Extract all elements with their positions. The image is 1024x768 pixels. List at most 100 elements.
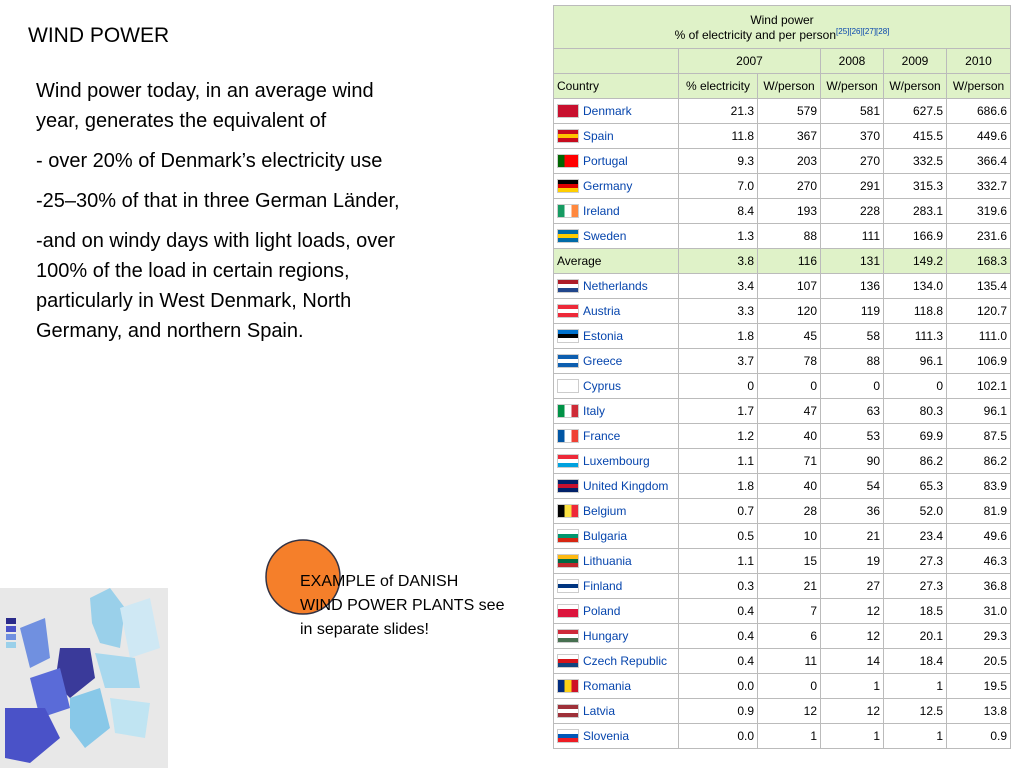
value-cell: 106.9 [946, 348, 1011, 374]
value: 203 [796, 154, 817, 168]
value: 332.7 [976, 179, 1007, 193]
value-cell: 119 [820, 298, 884, 324]
data-row: Estonia 1.8 45 58 111.3 111.0 [553, 323, 1011, 349]
value-cell: 88 [820, 348, 884, 374]
value-cell: 47 [757, 398, 821, 424]
value: 36.8 [983, 579, 1007, 593]
country-name: Hungary [583, 628, 629, 643]
value-cell: 12 [757, 698, 821, 724]
value-cell: 0.4 [678, 623, 758, 649]
data-row: Czech Republic 0.4 11 14 18.4 20.5 [553, 648, 1011, 674]
value: 111.0 [978, 329, 1007, 343]
value: 88 [803, 229, 817, 243]
country-cell: Ireland [553, 198, 679, 224]
europe-map [0, 588, 168, 768]
value: 0.4 [737, 604, 754, 618]
country-name: Denmark [583, 103, 632, 118]
value: 0 [873, 379, 880, 393]
value-cell: 111.3 [883, 323, 947, 349]
country-name: Poland [583, 603, 621, 618]
value: 6 [810, 629, 817, 643]
value: 36 [866, 504, 880, 518]
value: 627.5 [912, 104, 943, 118]
flag [557, 704, 579, 719]
value-cell: 166.9 [883, 223, 947, 249]
value-cell: 319.6 [946, 198, 1011, 224]
value: 1.8 [737, 479, 754, 493]
value: 0 [747, 379, 754, 393]
value-cell: 12 [820, 598, 884, 624]
value-cell: 40 [757, 473, 821, 499]
value-cell: 1.3 [678, 223, 758, 249]
value-cell: 31.0 [946, 598, 1011, 624]
country-cell: Romania [553, 673, 679, 699]
value: 11.8 [731, 129, 754, 143]
wind-table: Wind power% of electricity and per perso… [553, 5, 1011, 749]
value-cell: 29.3 [946, 623, 1011, 649]
value: 0.3 [737, 579, 754, 593]
paragraph: -and on windy days with light loads, ove… [36, 230, 396, 342]
value-cell: 1 [757, 723, 821, 749]
value-cell: 118.8 [883, 298, 947, 324]
country-name: Luxembourg [583, 453, 650, 468]
value-cell: 0.3 [678, 573, 758, 599]
data-row: Romania 0.0 0 1 1 19.5 [553, 673, 1011, 699]
value: 90 [866, 454, 880, 468]
value-cell: 579 [757, 98, 821, 124]
value-cell: 0 [678, 373, 758, 399]
value-cell: 36 [820, 498, 884, 524]
country-name: Ireland [583, 203, 620, 218]
paragraph: -25–30% of that in three German Länder, [36, 190, 400, 212]
year-row: 2007 2008 2009 2010 [553, 48, 1011, 74]
value-cell: 228 [820, 198, 884, 224]
year-cell: 2007 [678, 48, 821, 74]
country-name: France [583, 428, 621, 443]
value: 0.0 [737, 729, 754, 743]
value: 0 [810, 679, 817, 693]
value-cell: 21 [757, 573, 821, 599]
value-cell: 19 [820, 548, 884, 574]
value: 69.9 [919, 429, 943, 443]
country-cell: Spain [553, 123, 679, 149]
data-row: Poland 0.4 7 12 18.5 31.0 [553, 598, 1011, 624]
value: 53 [866, 429, 880, 443]
value-cell: 270 [757, 173, 821, 199]
value: 1.7 [737, 404, 754, 418]
value-cell: 1 [883, 723, 947, 749]
header-row: Wind power% of electricity and per perso… [553, 5, 1011, 49]
value-cell: 81.9 [946, 498, 1011, 524]
country-cell: France [553, 423, 679, 449]
value: 579 [796, 104, 817, 118]
value-cell: 52.0 [883, 498, 947, 524]
country-name: Greece [583, 353, 623, 368]
flag [557, 579, 579, 594]
data-row: Finland 0.3 21 27 27.3 36.8 [553, 573, 1011, 599]
value-cell: 20.5 [946, 648, 1011, 674]
value-cell: 315.3 [883, 173, 947, 199]
country-cell: Cyprus [553, 373, 679, 399]
value: 18.4 [919, 654, 943, 668]
country-name: Germany [583, 178, 633, 193]
value-cell: 7 [757, 598, 821, 624]
value: 1 [873, 679, 880, 693]
value-cell: 65.3 [883, 473, 947, 499]
flag [557, 354, 579, 369]
value: 118.8 [913, 304, 943, 318]
flag [557, 154, 579, 169]
country-cell: Hungary [553, 623, 679, 649]
value: 193 [796, 204, 817, 218]
paragraph: - over 20% of Denmark’s electricity use [36, 150, 383, 172]
value-cell: 27 [820, 573, 884, 599]
value: 23.4 [919, 529, 943, 543]
value: 291 [859, 179, 880, 193]
value-cell: 86.2 [883, 448, 947, 474]
value: 0.9 [990, 729, 1007, 743]
flag [557, 554, 579, 569]
value-cell: 53 [820, 423, 884, 449]
value-cell: 367 [757, 123, 821, 149]
value-cell: 54 [820, 473, 884, 499]
country-name: Estonia [583, 328, 624, 343]
value: 136 [859, 279, 880, 293]
value-cell: 3.8 [678, 248, 758, 274]
